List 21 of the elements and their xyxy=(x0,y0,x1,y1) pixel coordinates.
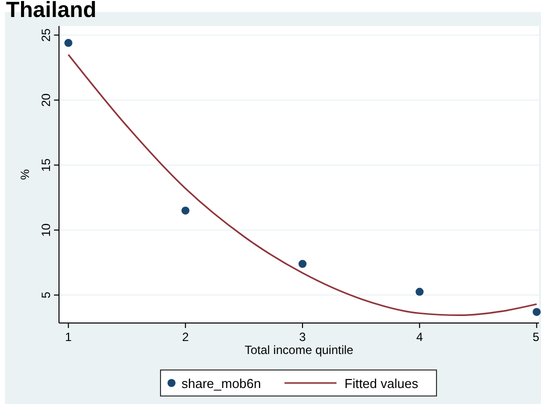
x-axis-title: Total income quintile xyxy=(244,343,354,357)
x-tick-label: 5 xyxy=(532,330,540,344)
x-tick-label: 3 xyxy=(299,330,306,344)
x-tick-label: 1 xyxy=(65,330,72,344)
point xyxy=(298,260,307,268)
y-tick-label: 5 xyxy=(39,291,53,298)
legend-label: Fitted values xyxy=(344,376,419,391)
y-tick-label: 10 xyxy=(39,223,53,237)
point xyxy=(64,38,72,47)
point xyxy=(181,206,190,215)
y-axis-title: % xyxy=(18,168,32,180)
legend-label: share_mob6n xyxy=(182,376,261,391)
chart-title: Thailand xyxy=(6,0,96,22)
y-tick-label: 25 xyxy=(39,28,53,42)
y-tick-label: 20 xyxy=(39,93,53,107)
x-tick-label: 2 xyxy=(182,330,190,344)
x-tick-label: 4 xyxy=(416,330,424,344)
point xyxy=(532,308,541,316)
point xyxy=(416,288,424,296)
y-tick-label: 15 xyxy=(39,158,53,172)
line-series xyxy=(68,54,538,316)
